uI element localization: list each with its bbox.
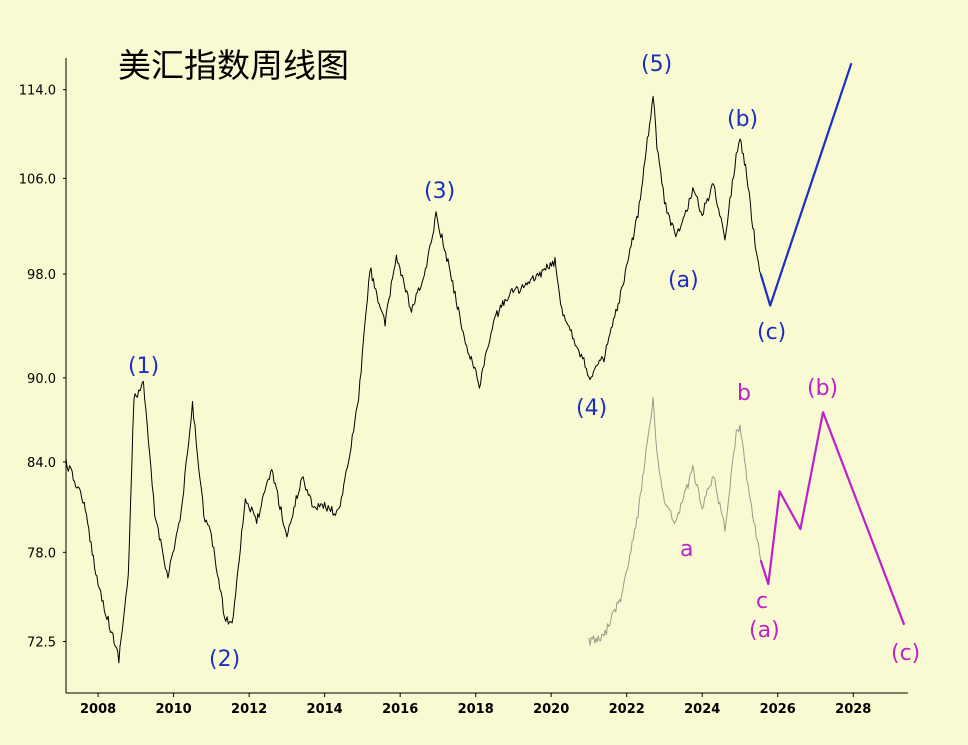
wave-label: (c) [757, 320, 786, 345]
chart-title: 美汇指数周线图 [118, 46, 349, 85]
wave-label: (b) [807, 376, 838, 401]
forecast-line-blue [759, 62, 853, 307]
series-line-dxy [65, 95, 762, 664]
forecast-line-magenta [759, 411, 906, 626]
y-tick-labels: 72.5 78.0 84.0 90.0 98.0 106.0 114.0 [19, 84, 66, 650]
y-tick-label: 98.0 [27, 268, 56, 283]
wave-label: c [756, 589, 768, 614]
wave-labels-blue: (1) (2) (3) (4) (5) (a) (b) (c) [128, 52, 786, 672]
x-tick-labels: 2008 2010 2012 2014 2016 2018 2020 2022 2024 2026… [80, 693, 871, 717]
wave-label: (1) [128, 354, 159, 379]
x-tick-label: 2020 [533, 702, 569, 717]
y-tick-label: 106.0 [19, 172, 56, 187]
wave-label: a [680, 537, 693, 562]
x-tick-label: 2014 [307, 702, 343, 717]
wave-label: (2) [209, 647, 240, 672]
series-lines [65, 62, 906, 664]
x-tick-label: 2018 [458, 702, 494, 717]
wave-label: (a) [749, 618, 780, 643]
x-tick-label: 2024 [684, 702, 720, 717]
y-tick-label: 114.0 [19, 84, 56, 99]
wave-label: (b) [727, 107, 758, 132]
wave-labels-magenta: a b c (a) (b) (c) [680, 376, 920, 666]
y-tick-label: 78.0 [27, 546, 56, 561]
series-line-dxy-shifted [588, 396, 762, 646]
wave-label: (c) [891, 641, 920, 666]
x-tick-label: 2010 [156, 702, 192, 717]
y-tick-label: 84.0 [27, 456, 56, 471]
y-tick-label: 72.5 [27, 635, 56, 650]
x-tick-label: 2022 [609, 702, 645, 717]
x-tick-label: 2026 [760, 702, 796, 717]
axes [65, 58, 908, 694]
x-tick-label: 2028 [835, 702, 871, 717]
wave-label: b [737, 381, 751, 406]
wave-label: (a) [668, 268, 699, 293]
wave-label: (4) [576, 396, 607, 421]
x-tick-label: 2012 [231, 702, 267, 717]
wave-label: (5) [641, 52, 672, 77]
wave-label: (3) [424, 179, 455, 204]
x-tick-label: 2008 [80, 702, 116, 717]
x-tick-label: 2016 [382, 702, 418, 717]
y-tick-label: 90.0 [27, 372, 56, 387]
